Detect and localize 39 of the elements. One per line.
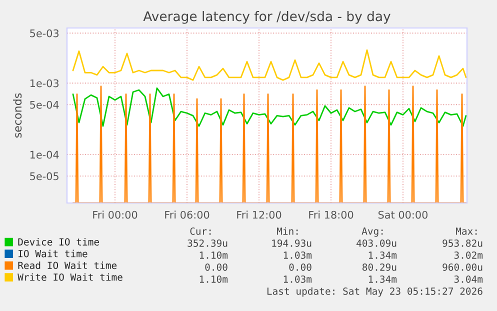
text: 1.10m bbox=[200, 275, 228, 283]
text: 1.10m bbox=[200, 251, 228, 259]
legend-label: Write IO Wait time bbox=[18, 273, 122, 281]
y-axis-title: seconds bbox=[13, 93, 22, 138]
text: Avg: bbox=[362, 228, 383, 237]
y-tick-label: 5e-03 bbox=[30, 29, 59, 38]
text: 1.03m bbox=[284, 275, 312, 283]
x-tick-label: Fri 06:00 bbox=[165, 210, 210, 219]
line-series bbox=[72, 87, 467, 127]
text: 1.03m bbox=[284, 251, 312, 259]
text: Max: bbox=[456, 228, 477, 235]
x-tick-label: Fri 18:00 bbox=[309, 210, 354, 219]
legend-label: IO Wait time bbox=[18, 250, 88, 258]
text: 3.02m bbox=[454, 251, 483, 259]
text: 953.82u bbox=[442, 239, 482, 247]
y-tick-label: 5e-04 bbox=[30, 100, 59, 109]
text: Cur: bbox=[190, 227, 211, 235]
text: 80.29u bbox=[362, 263, 396, 271]
text: 403.09u bbox=[356, 239, 396, 247]
text: 3.04m bbox=[454, 275, 483, 283]
text: 0.00 bbox=[289, 263, 312, 271]
text: 1.34m bbox=[368, 251, 397, 259]
y-tick-label: 1e-03 bbox=[30, 79, 59, 88]
text: 352.39u bbox=[188, 239, 228, 247]
line-series bbox=[72, 49, 467, 81]
x-tick-label: Sat 00:00 bbox=[378, 210, 428, 219]
legend-label: Device IO time bbox=[18, 238, 99, 246]
legend-label: Read IO Wait time bbox=[18, 262, 117, 270]
text: Last update: Sat May 23 05:15:27 2026 bbox=[267, 287, 482, 297]
chart-title: Average latency for /dev/sda - by day bbox=[143, 11, 390, 24]
text: 0.00 bbox=[205, 263, 228, 271]
text: Min: bbox=[276, 227, 298, 235]
text: 960.00u bbox=[442, 263, 482, 271]
x-tick-label: Fri 12:00 bbox=[237, 210, 282, 219]
x-tick-label: Fri 00:00 bbox=[93, 210, 138, 219]
y-tick-label: 1e-04 bbox=[30, 150, 59, 159]
text: 1.34m bbox=[368, 275, 397, 283]
y-tick-label: 5e-05 bbox=[30, 172, 58, 180]
text: 194.93u bbox=[272, 239, 312, 247]
